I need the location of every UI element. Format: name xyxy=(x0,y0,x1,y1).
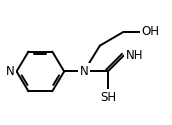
Text: N: N xyxy=(80,65,88,78)
Text: N: N xyxy=(6,65,15,78)
Text: OH: OH xyxy=(142,25,160,38)
Text: NH: NH xyxy=(126,49,143,62)
Text: SH: SH xyxy=(100,91,116,104)
